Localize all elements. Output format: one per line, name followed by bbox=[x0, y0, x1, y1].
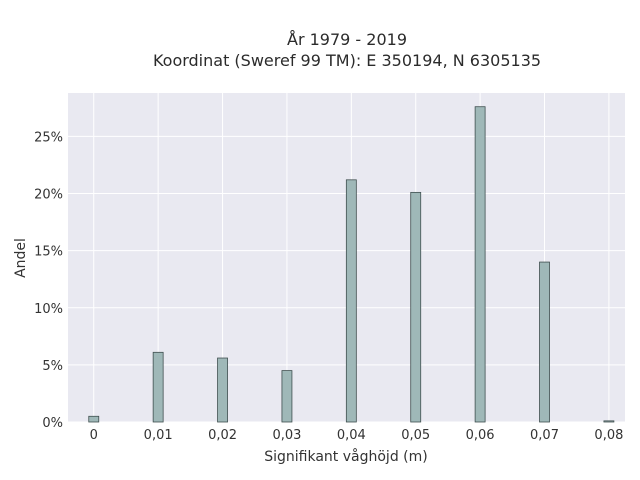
bar bbox=[281, 370, 293, 423]
x-tick-label: 0,05 bbox=[401, 428, 430, 443]
y-tick-label: 5% bbox=[42, 359, 63, 374]
x-tick-label: 0,03 bbox=[272, 428, 301, 443]
chart-title-line-1: År 1979 - 2019 bbox=[287, 30, 407, 49]
bar bbox=[217, 357, 228, 423]
bar bbox=[152, 351, 164, 423]
y-tick-label: 15% bbox=[34, 245, 63, 260]
bar bbox=[474, 106, 486, 423]
x-tick-label: 0,06 bbox=[466, 428, 495, 443]
bars bbox=[88, 106, 615, 423]
x-axis-label: Signifikant våghöjd (m) bbox=[264, 448, 427, 465]
x-tick-label: 0,01 bbox=[144, 428, 173, 443]
bar bbox=[88, 415, 100, 423]
x-tick-label: 0,08 bbox=[594, 428, 623, 443]
chart-title-line-2: Koordinat (Sweref 99 TM): E 350194, N 63… bbox=[153, 51, 541, 70]
bar bbox=[410, 191, 422, 423]
bar bbox=[539, 261, 550, 423]
y-tick-label: 0% bbox=[42, 416, 63, 431]
y-tick-label: 20% bbox=[34, 188, 63, 203]
y-tick-labels: 0% 5% 10% 15% 20% 25% bbox=[34, 130, 63, 431]
y-axis-label: Andel bbox=[13, 238, 29, 278]
x-tick-label: 0 bbox=[90, 428, 98, 443]
y-tick-label: 25% bbox=[34, 130, 63, 145]
x-tick-labels: 0 0,01 0,02 0,03 0,04 0,05 0,06 0,07 0,08 bbox=[90, 428, 624, 443]
bar bbox=[603, 420, 615, 423]
x-tick-label: 0,04 bbox=[337, 428, 366, 443]
x-tick-label: 0,02 bbox=[208, 428, 237, 443]
bar bbox=[345, 179, 357, 423]
y-tick-label: 10% bbox=[34, 302, 63, 317]
x-tick-label: 0,07 bbox=[530, 428, 559, 443]
